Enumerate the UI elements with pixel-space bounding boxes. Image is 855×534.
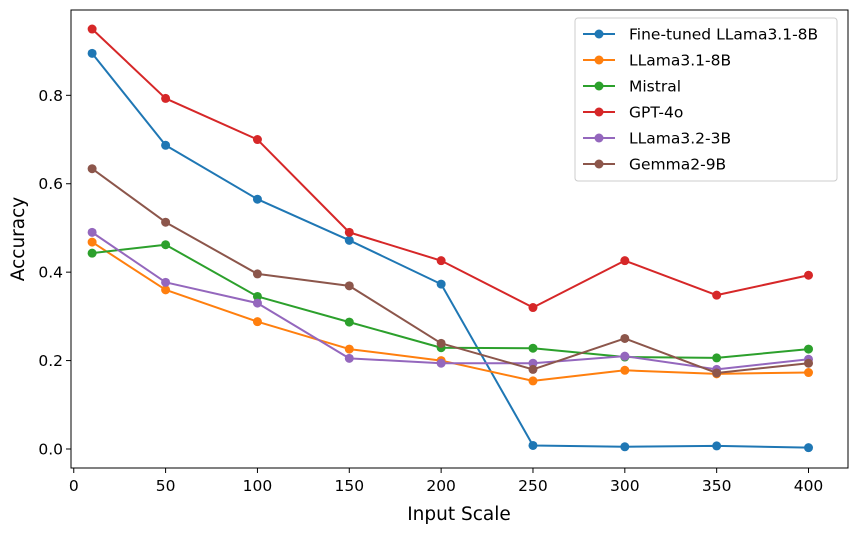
data-point bbox=[712, 290, 722, 300]
data-point bbox=[87, 237, 97, 247]
data-point bbox=[161, 285, 171, 295]
data-point bbox=[252, 194, 262, 204]
data-point bbox=[804, 358, 814, 368]
x-tick-label: 300 bbox=[610, 477, 640, 495]
legend-label: Mistral bbox=[629, 78, 681, 96]
legend-box bbox=[574, 17, 838, 182]
legend-label: LLama3.2-3B bbox=[629, 130, 731, 148]
legend-label: LLama3.1-8B bbox=[629, 52, 731, 70]
data-point bbox=[804, 344, 814, 354]
data-point bbox=[620, 333, 630, 343]
data-point bbox=[712, 441, 722, 451]
series-3 bbox=[87, 24, 814, 313]
data-point bbox=[712, 368, 722, 378]
y-tick-label: 0.4 bbox=[38, 264, 63, 282]
data-point bbox=[620, 351, 630, 361]
data-point bbox=[528, 303, 538, 313]
data-point bbox=[528, 376, 538, 386]
legend-label: GPT-4o bbox=[629, 104, 683, 122]
data-point bbox=[252, 298, 262, 308]
x-tick-label: 250 bbox=[518, 477, 548, 495]
data-point bbox=[161, 140, 171, 150]
data-point bbox=[344, 344, 354, 354]
y-tick-label: 0.8 bbox=[38, 87, 63, 105]
x-tick-label: 150 bbox=[334, 477, 364, 495]
legend-entry: LLama3.1-8B bbox=[583, 52, 731, 70]
data-point bbox=[344, 281, 354, 291]
data-point bbox=[252, 291, 262, 301]
legend-entry: Gemma2-9B bbox=[583, 156, 726, 174]
series-5 bbox=[87, 164, 814, 378]
y-tick-label: 0.2 bbox=[38, 352, 63, 370]
x-tick-label: 200 bbox=[426, 477, 456, 495]
data-point bbox=[161, 93, 171, 103]
data-point bbox=[436, 358, 446, 368]
legend-marker bbox=[594, 81, 604, 91]
y-tick-label: 0.6 bbox=[38, 175, 63, 193]
data-point bbox=[528, 358, 538, 368]
legend-marker bbox=[594, 55, 604, 65]
data-point bbox=[436, 279, 446, 289]
data-point bbox=[161, 240, 171, 250]
legend: Fine-tuned LLama3.1-8B LLama3.1-8B Mistral… bbox=[574, 17, 838, 182]
series-layer bbox=[87, 24, 814, 453]
data-point bbox=[620, 256, 630, 266]
x-axis-label: Input Scale bbox=[407, 504, 511, 525]
x-tick-label: 400 bbox=[794, 477, 824, 495]
x-tick-label: 100 bbox=[243, 477, 273, 495]
x-tick-label: 350 bbox=[702, 477, 732, 495]
data-point bbox=[87, 248, 97, 258]
data-point bbox=[161, 277, 171, 287]
data-point bbox=[344, 317, 354, 327]
data-point bbox=[344, 353, 354, 363]
x-tick-label: 0 bbox=[69, 477, 79, 495]
y-tick-label: 0.0 bbox=[38, 440, 63, 458]
legend-entry: Fine-tuned LLama3.1-8B bbox=[583, 26, 818, 44]
legend-entry: GPT-4o bbox=[583, 104, 683, 122]
data-point bbox=[252, 317, 262, 327]
y-axis-label: Accuracy bbox=[8, 197, 29, 282]
data-point bbox=[620, 365, 630, 375]
data-point bbox=[161, 217, 171, 227]
data-point bbox=[252, 135, 262, 145]
data-point bbox=[712, 353, 722, 363]
data-point bbox=[804, 443, 814, 453]
legend-entry: Mistral bbox=[583, 78, 681, 96]
legend-label: Fine-tuned LLama3.1-8B bbox=[629, 26, 818, 44]
data-point bbox=[344, 227, 354, 237]
data-point bbox=[528, 364, 538, 374]
data-point bbox=[528, 343, 538, 353]
legend-marker bbox=[594, 159, 604, 169]
y-axis-ticks: 0.0 0.2 0.4 0.6 0.8 bbox=[38, 87, 71, 458]
data-point bbox=[344, 235, 354, 245]
legend-marker bbox=[594, 133, 604, 143]
data-point bbox=[804, 368, 814, 378]
series-0 bbox=[87, 48, 814, 453]
data-point bbox=[87, 164, 97, 174]
x-axis-ticks: 0 50 100 150 200 250 300 350 400 bbox=[69, 468, 823, 495]
data-point bbox=[620, 442, 630, 452]
data-point bbox=[436, 256, 446, 266]
data-point bbox=[87, 24, 97, 34]
data-point bbox=[436, 338, 446, 348]
data-point bbox=[87, 227, 97, 237]
data-point bbox=[87, 48, 97, 58]
data-point bbox=[528, 440, 538, 450]
data-point bbox=[804, 270, 814, 280]
legend-label: Gemma2-9B bbox=[629, 156, 726, 174]
legend-entry: LLama3.2-3B bbox=[583, 130, 731, 148]
x-tick-label: 50 bbox=[156, 477, 176, 495]
data-point bbox=[252, 269, 262, 279]
legend-marker bbox=[594, 29, 604, 39]
legend-marker bbox=[594, 107, 604, 117]
